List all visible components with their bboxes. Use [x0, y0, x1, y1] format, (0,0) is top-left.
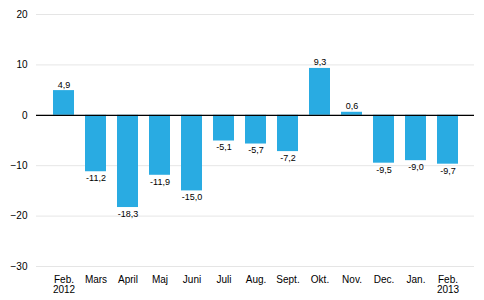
svg-text:-9,5: -9,5: [376, 165, 392, 175]
svg-text:-9,0: -9,0: [408, 162, 424, 172]
svg-text:Feb.2012: Feb.2012: [53, 274, 76, 295]
svg-text:-7,2: -7,2: [280, 153, 296, 163]
svg-text:4,9: 4,9: [58, 80, 71, 90]
svg-text:Aug.: Aug.: [246, 274, 267, 285]
svg-text:0,6: 0,6: [346, 101, 359, 111]
svg-text:Dec.: Dec.: [374, 274, 395, 285]
svg-text:Sept.: Sept.: [276, 274, 299, 285]
svg-text:−20: −20: [11, 210, 28, 221]
svg-text:Jan.: Jan.: [407, 274, 426, 285]
svg-text:−10: −10: [11, 160, 28, 171]
svg-text:April: April: [118, 274, 138, 285]
svg-text:-18,3: -18,3: [118, 209, 139, 219]
svg-text:-9,7: -9,7: [440, 166, 456, 176]
svg-text:−30: −30: [11, 261, 28, 272]
svg-text:Mars: Mars: [85, 274, 107, 285]
svg-text:0: 0: [22, 110, 28, 121]
svg-text:-11,9: -11,9: [150, 177, 170, 187]
svg-text:9,3: 9,3: [314, 57, 327, 67]
svg-text:Okt.: Okt.: [311, 274, 329, 285]
svg-text:10: 10: [16, 59, 28, 70]
svg-text:Juli: Juli: [216, 274, 231, 285]
svg-text:-5,1: -5,1: [216, 142, 232, 152]
svg-text:-11,2: -11,2: [86, 173, 106, 183]
svg-text:Nov.: Nov.: [342, 274, 362, 285]
svg-text:Feb.2013: Feb.2013: [437, 274, 460, 295]
svg-text:Maj: Maj: [152, 274, 168, 285]
svg-text:-5,7: -5,7: [248, 145, 264, 155]
svg-text:20: 20: [16, 9, 28, 20]
svg-text:Juni: Juni: [183, 274, 201, 285]
svg-text:-15,0: -15,0: [182, 192, 203, 202]
